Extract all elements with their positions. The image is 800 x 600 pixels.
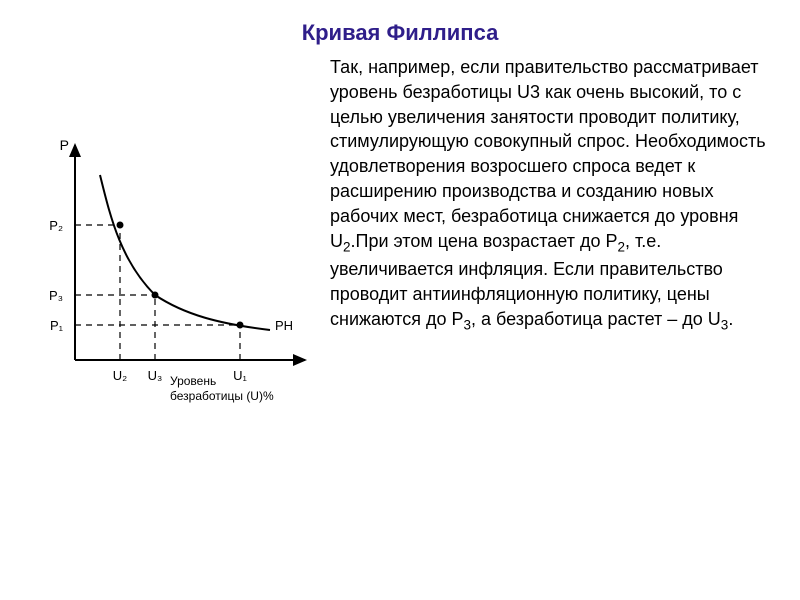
body-paragraph: Так, например, если правительство рассма… <box>330 55 770 335</box>
body-p1: Так, например, если правительство рассма… <box>330 55 770 335</box>
chart-svg: P Уровеньбезработицы (U)% P₂ P₃ P₁ U₂ U₃ U₁ PH <box>20 130 320 420</box>
svg-text:U₁: U₁ <box>233 368 247 383</box>
phillips-curve-chart: P Уровеньбезработицы (U)% P₂ P₃ P₁ U₂ U₃ U₁ PH <box>20 130 320 420</box>
svg-text:P₃: P₃ <box>49 288 63 303</box>
svg-text:P₂: P₂ <box>49 218 63 233</box>
svg-text:U₃: U₃ <box>148 368 163 383</box>
svg-text:PH: PH <box>275 318 293 333</box>
svg-text:безработицы (U)%: безработицы (U)% <box>170 389 274 403</box>
svg-text:Уровень: Уровень <box>170 374 216 388</box>
page-title: Кривая Филлипса <box>0 20 800 46</box>
title-text: Кривая Филлипса <box>302 20 499 45</box>
svg-text:U₂: U₂ <box>113 368 127 383</box>
svg-text:P: P <box>60 137 69 153</box>
svg-text:P₁: P₁ <box>50 318 64 333</box>
